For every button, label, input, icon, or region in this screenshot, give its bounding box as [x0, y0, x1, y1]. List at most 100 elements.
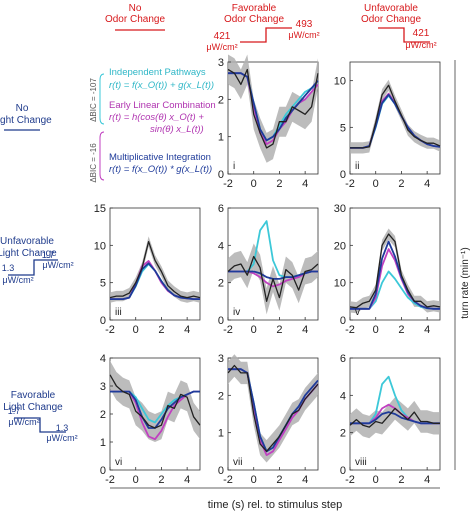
x-tick-label: 2 [158, 324, 164, 336]
row-3-light-step [14, 417, 66, 433]
error-band [350, 397, 440, 439]
y-tick-label: 20 [334, 240, 346, 252]
row-header-2-line1: Unfavorable [0, 236, 54, 247]
odor-fav-high-unit: μW/cm² [288, 30, 319, 40]
x-tick-label: -2 [105, 324, 115, 336]
legend-indep-name: Independent Pathways [109, 67, 206, 78]
column-headers: No Odor Change Favorable Odor Change 421… [105, 3, 437, 52]
panel-label: iii [115, 307, 122, 318]
x-tick-label: -2 [223, 324, 233, 336]
bic-bracket-1 [99, 73, 105, 125]
x-tick-label: 0 [133, 324, 139, 336]
row-2-light-step [8, 259, 58, 276]
y-tick-label: 0 [340, 315, 346, 327]
y-tick-label: 2 [218, 390, 224, 402]
series-line-data [349, 407, 440, 428]
delta-bic-2: ΔBIC = -16 [89, 143, 98, 183]
error-band [350, 228, 440, 314]
y-tick-label: 2 [218, 94, 224, 106]
col-header-2-line2: Odor Change [224, 14, 284, 25]
row-2-low: 1.3 [2, 263, 15, 273]
panel-label: i [233, 161, 235, 172]
series-line-mult [350, 240, 440, 310]
x-tick-label: -2 [345, 324, 355, 336]
odor-unfav-low: 421 [413, 28, 430, 39]
y-tick-label: 0 [340, 169, 346, 181]
y-tick-label: 2 [340, 428, 346, 440]
model-legend: ΔBIC = -107 ΔBIC = -16 Independent Pathw… [89, 67, 216, 183]
x-tick-label: 4 [424, 474, 430, 486]
y-tick-label: 0 [218, 315, 224, 327]
odor-unfav-low-unit: μW/cm² [405, 40, 436, 50]
y-tick-label: 1 [100, 437, 106, 449]
x-tick-label: -2 [105, 474, 115, 486]
y-tick-label: 0 [340, 465, 346, 477]
delta-bic-1: ΔBIC = -107 [89, 78, 98, 122]
series-line-data [350, 84, 441, 149]
x-tick-label: 0 [373, 178, 379, 190]
panel-label: v [355, 307, 360, 318]
col-2-odor-step [240, 27, 292, 43]
y-tick-label: 1 [218, 428, 224, 440]
row-3-high: 1.3 [56, 423, 69, 433]
y-tick-label: 4 [340, 390, 346, 402]
y-tick-label: 4 [218, 240, 224, 252]
y-tick-label: 10 [94, 240, 106, 252]
col-header-3-line1: Unfavorable [364, 3, 418, 14]
legend-indep-eq: r(t) = f(x_O(t)) + g(x_L(t)) [109, 80, 214, 91]
x-tick-label: 0 [133, 474, 139, 486]
panel-label: vii [233, 457, 242, 468]
series-line-mult [228, 72, 319, 142]
y-tick-label: 2 [218, 278, 224, 290]
panel-label: viii [355, 457, 367, 468]
y-axis-label: turn rate (min⁻¹) [460, 247, 471, 318]
panel-frame [349, 61, 441, 175]
x-tick-label: 4 [184, 324, 190, 336]
y-tick-label: 4 [100, 353, 106, 365]
row-2-high: 1.7 [42, 250, 55, 260]
error-band [228, 54, 318, 163]
y-tick-label: 10 [334, 278, 346, 290]
x-tick-label: 2 [158, 474, 164, 486]
odor-fav-low: 421 [214, 31, 231, 42]
legend-mult-name: Multiplicative Integration [109, 152, 211, 163]
legend-early-eq1: r(t) = h(cos(θ) x_O(t) + [109, 112, 204, 123]
row-2-low-unit: μW/cm² [2, 275, 33, 285]
series-line-mult [228, 368, 319, 453]
y-tick-label: 0 [218, 169, 224, 181]
row-3-low: 1.7 [8, 406, 21, 416]
x-tick-label: 0 [251, 324, 257, 336]
series-line-data [349, 233, 441, 309]
odor-fav-low-unit: μW/cm² [206, 42, 237, 52]
col-header-3-line2: Odor Change [361, 14, 421, 25]
y-tick-label: 6 [218, 203, 224, 215]
row-headers: No Light Change Unfavorable Light Change… [0, 103, 78, 443]
x-tick-label: 2 [398, 178, 404, 190]
x-tick-label: 2 [398, 474, 404, 486]
odor-fav-high: 493 [296, 19, 313, 30]
x-tick-label: 4 [424, 178, 430, 190]
x-tick-label: 0 [251, 474, 257, 486]
x-tick-label: 0 [373, 324, 379, 336]
series-line-data [109, 240, 201, 299]
x-tick-label: 4 [184, 474, 190, 486]
series-line-mult [110, 262, 200, 301]
series-line-data [227, 255, 319, 302]
x-tick-label: 0 [251, 178, 257, 190]
row-header-3-line1: Favorable [11, 390, 56, 401]
y-tick-label: 3 [218, 353, 224, 365]
error-band [110, 236, 200, 303]
x-tick-label: 4 [302, 178, 308, 190]
error-band [110, 360, 200, 442]
row-3-high-unit: μW/cm² [46, 433, 77, 443]
legend-early-eq2: sin(θ) x_L(t)) [150, 124, 204, 135]
col-3-odor-step [378, 27, 430, 43]
x-tick-label: -2 [345, 474, 355, 486]
row-header-2-line2: Light Change [0, 248, 57, 259]
